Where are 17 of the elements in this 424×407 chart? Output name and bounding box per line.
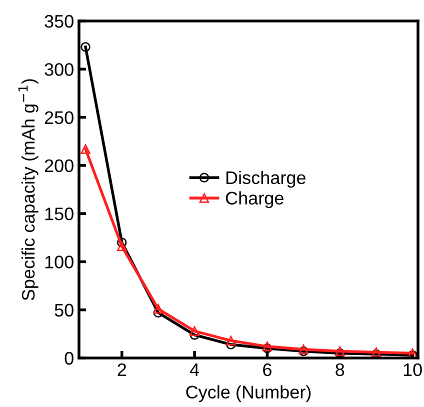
x-tick-label: 2 — [118, 363, 126, 376]
x-tick-label: 4 — [190, 364, 200, 376]
y-tick-label: 250 — [44, 111, 74, 124]
y-tick-label: 200 — [44, 159, 74, 172]
x-tick-label: 10 — [404, 363, 422, 376]
legend-label: Charge — [226, 191, 284, 208]
legend-label: Discharge — [226, 170, 306, 188]
y-tick-label: 0 — [64, 352, 74, 365]
x-tick-label: 6 — [263, 363, 272, 376]
x-axis-title: Cycle (Number) — [186, 385, 311, 402]
y-axis-title: Specific capacity (mAh g$^{−1}$) — [18, 79, 38, 300]
y-tick-label: 100 — [45, 256, 74, 268]
y-tick-label: 350 — [44, 14, 74, 28]
y-tick-label: 300 — [44, 63, 74, 76]
y-tick-label: 50 — [54, 304, 74, 317]
y-tick-label: 150 — [45, 208, 74, 220]
x-tick-label: 8 — [336, 363, 344, 376]
